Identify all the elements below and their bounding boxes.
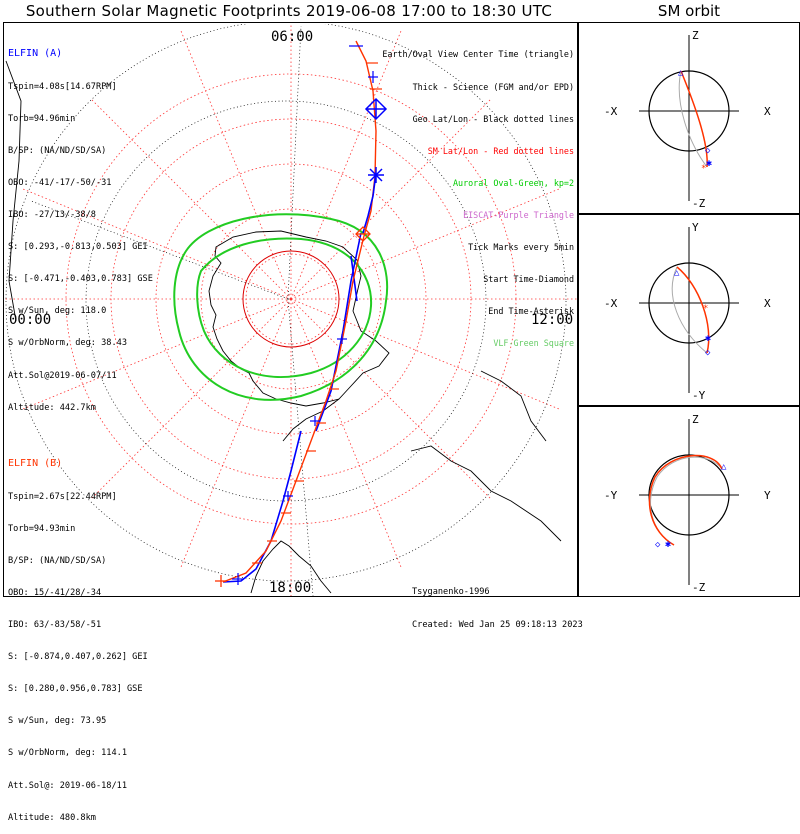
auroral-oval-outer <box>173 213 389 401</box>
elfin-a-line: S w/Sun, deg: 118.0 <box>8 306 107 317</box>
elfin-a-info: ELFIN (A) Tspin=4.08s[14.67RPM] Torb=94.… <box>8 28 153 424</box>
elfin-a-line: S: [0.293,-0.813,0.503] GEI <box>8 242 148 253</box>
elfin-a-line: Altitude: 442.7km <box>8 402 96 413</box>
triangle-icon: △ <box>674 268 680 278</box>
sm-orbit-xy: Y -Y -X X △ ✱ ◇ * <box>604 221 771 402</box>
geo-grid-lines <box>5 24 567 596</box>
elfin-b-line: Att.Sol@: 2019-06-18/11 <box>8 780 127 791</box>
elfin-b-info: ELFIN (B) Tspin=2.67s[22.44RPM] Torb=94.… <box>8 438 148 834</box>
elfin-b-name: ELFIN (B) <box>8 458 63 470</box>
sm-label-bottom: -Z <box>692 581 706 594</box>
elfin-b-start-diamond <box>355 226 371 242</box>
elfin-a-line: IBO: -27/13/-38/8 <box>8 209 96 220</box>
elfin-a-track <box>222 232 362 583</box>
elfin-b-line: S: [-0.874,0.407,0.262] GEI <box>8 652 148 663</box>
elfin-a-line: B/SP: (NA/ND/SD/SA) <box>8 145 107 156</box>
diamond-icon: ◇ <box>705 348 711 358</box>
sm-label-right: X <box>764 297 771 310</box>
antarctica-coastline <box>208 230 390 407</box>
credit: Tsyganenko-1996 Created: Wed Jan 25 09:1… <box>412 565 583 642</box>
auroral-oval-inner <box>196 237 373 378</box>
sm-label-left: -Y <box>604 489 618 502</box>
south-america-coastline <box>250 540 332 594</box>
asterisk-icon: ✱ <box>706 158 712 169</box>
asterisk-icon: * <box>701 164 706 174</box>
elfin-a-line: Torb=94.96min <box>8 113 76 124</box>
legend-entry: EISCAT-Purple Triangle <box>463 209 574 220</box>
legend-entry: SM Lat/Lon - Red dotted lines <box>427 145 574 156</box>
sm-label-right: Y <box>764 489 771 502</box>
east-coast <box>480 370 547 442</box>
sm-orbit-xz: Z -Z -X X △ ◇ ✱ * <box>604 29 771 210</box>
legend-entry: Earth/Oval View Center Time (triangle) <box>382 49 574 60</box>
legend-entry: Start Time-Diamond <box>483 274 574 285</box>
island-coast <box>410 445 562 542</box>
elfin-b-line: Altitude: 480.8km <box>8 812 96 823</box>
sm-orbit-title: SM orbit <box>657 2 721 20</box>
sm-label-top: Z <box>692 413 699 426</box>
triangle-icon: △ <box>678 68 684 78</box>
elfin-a-line: OBO: -41/-17/-50/-31 <box>8 177 112 188</box>
coastlines <box>5 60 562 594</box>
auroral-oval <box>173 213 389 401</box>
sm-label-right: X <box>764 105 771 118</box>
legend-entry: VLF-Green Square <box>493 338 574 349</box>
polar-map: 06:00 00:00 12:00 18:00 <box>5 24 577 596</box>
legend-entry: Tick Marks every 5min <box>468 242 574 253</box>
diamond-icon: ◇ <box>705 146 711 156</box>
legend: Earth/Oval View Center Time (triangle) T… <box>382 28 574 360</box>
sm-label-left: -X <box>604 297 618 310</box>
elfin-b-line: Torb=94.93min <box>8 523 76 534</box>
elfin-b-line: S w/OrbNorm, deg: 114.1 <box>8 748 127 759</box>
polar-map-frame: 06:00 00:00 12:00 18:00 <box>3 22 578 597</box>
elfin-a-science-track <box>362 172 377 234</box>
elfin-a-end-asterisk <box>368 167 384 183</box>
created-timestamp: Created: Wed Jan 25 09:18:13 2023 <box>412 620 583 630</box>
clock-label-left: 00:00 <box>9 312 51 328</box>
legend-entry: Thick - Science (FGM and/or EPD) <box>412 81 574 92</box>
sm-label-top: Y <box>692 221 699 234</box>
elfin-a-name: ELFIN (A) <box>8 48 63 60</box>
elfin-b-line: B/SP: (NA/ND/SD/SA) <box>8 555 107 566</box>
tick-marks <box>252 62 382 564</box>
triangle-icon: △ <box>721 462 727 472</box>
elfin-a-line: S w/OrbNorm, deg: 38.43 <box>8 338 127 349</box>
diamond-icon: ◇ <box>655 540 661 550</box>
elfin-b-line: OBO: 15/-41/28/-34 <box>8 587 102 598</box>
sm-pole-circle <box>242 250 340 348</box>
elfin-a-line: Tspin=4.08s[14.67RPM] <box>8 81 117 92</box>
sm-label-left: -X <box>604 105 618 118</box>
asterisk-icon: * <box>703 304 708 314</box>
sm-panel-xz: Z -Z -X X △ ◇ ✱ * <box>578 22 800 214</box>
clock-label-top: 06:00 <box>271 29 313 45</box>
sm-panel-xy: Y -Y -X X △ ✱ ◇ * <box>578 214 800 406</box>
elfin-a-line: S: [-0.471,-0.403,0.783] GSE <box>8 274 153 285</box>
legend-entry: Auroral Oval-Green, kp=2 <box>452 177 574 188</box>
sm-orbit-yz: Z -Z -Y Y △ ◇ ✱ <box>604 413 771 594</box>
legend-entry: Geo Lat/Lon - Black dotted lines <box>412 113 574 124</box>
elfin-b-line: S: [0.280,0.956,0.783] GSE <box>8 684 143 695</box>
sm-label-bottom: -Z <box>692 197 706 210</box>
legend-entry: End Time-Asterisk <box>488 306 574 317</box>
africa-edge <box>5 60 22 322</box>
clock-label-right: 12:00 <box>531 312 573 328</box>
elfin-a-start-diamond <box>364 97 388 121</box>
sm-label-bottom: -Y <box>692 389 706 402</box>
elfin-b-end-asterisk <box>215 575 227 587</box>
clock-label-bottom: 18:00 <box>269 580 311 596</box>
tick-marks-blue <box>232 45 378 585</box>
asterisk-icon: ✱ <box>705 333 711 344</box>
model-name: Tsyganenko-1996 <box>412 587 490 597</box>
sm-label-top: Z <box>692 29 699 42</box>
antarctic-peninsula <box>282 398 340 442</box>
sm-panel-yz: Z -Z -Y Y △ ◇ ✱ <box>578 406 800 597</box>
elfin-b-line: S w/Sun, deg: 73.95 <box>8 716 107 727</box>
elfin-b-line: Tspin=2.67s[22.44RPM] <box>8 491 117 502</box>
asterisk-icon: ✱ <box>665 539 671 550</box>
elfin-b-line: IBO: 63/-83/58/-51 <box>8 619 102 630</box>
plot-title: Southern Solar Magnetic Footprints 2019-… <box>25 2 553 20</box>
elfin-a-line: Att.Sol@2019-06-07/11 <box>8 370 117 381</box>
